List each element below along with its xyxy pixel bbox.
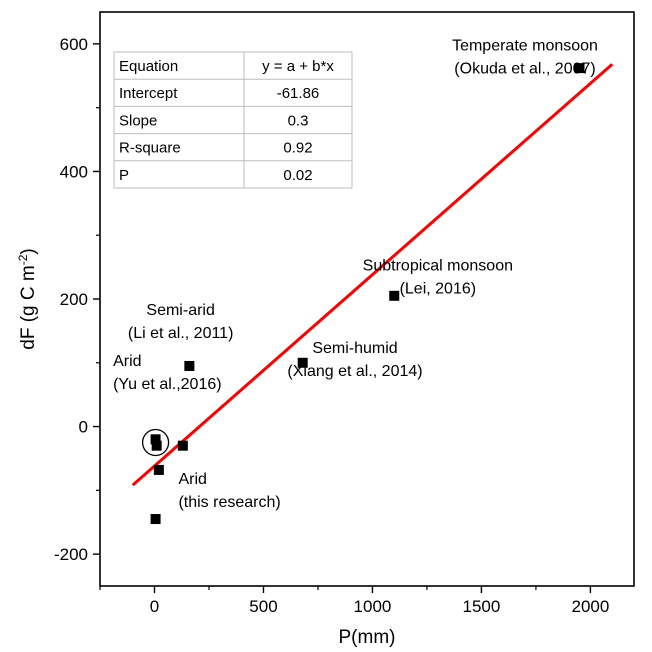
stats-table-key: P: [119, 167, 129, 184]
point-annotation: Arid (this research): [178, 471, 280, 511]
annotation-line: (this research): [178, 494, 280, 511]
data-point: [177, 440, 188, 451]
y-tick-label: 200: [60, 290, 88, 309]
point-annotation: Semi-humid (Xiang et al., 2014): [287, 340, 422, 380]
point-annotation: Subtropical monsoon (Lei, 2016): [363, 257, 513, 297]
annotation-line: (Xiang et al., 2014): [287, 363, 422, 380]
y-tick-label: 0: [79, 418, 88, 437]
stats-table-key: R-square: [119, 140, 181, 157]
data-point: [150, 514, 161, 525]
highlight-circle: [141, 428, 170, 457]
y-axis-title: dF (g C m-2): [16, 248, 39, 349]
stats-table-key: Slope: [119, 112, 157, 129]
y-tick-label: 600: [60, 35, 88, 54]
data-point: [151, 440, 162, 451]
x-tick-label: 1000: [354, 597, 392, 616]
annotation-line: Arid: [178, 471, 206, 488]
annotation-line: Temperate monsoon: [452, 37, 598, 54]
y-axis-title-main: dF (g C m: [18, 265, 39, 349]
regression-line: [131, 63, 614, 487]
data-point: [574, 63, 585, 74]
annotation-line: Semi-humid: [312, 340, 397, 357]
data-point: [297, 357, 308, 368]
annotation-line: Semi-arid: [146, 302, 214, 319]
stats-table-frame: [113, 51, 353, 189]
annotation-line: Arid: [113, 353, 141, 370]
y-axis-title-close: ): [18, 248, 39, 254]
data-point: [153, 464, 164, 475]
data-point: [184, 360, 195, 371]
x-tick-label: 0: [150, 597, 159, 616]
point-annotation: Arid (Yu et al.,2016): [113, 353, 222, 393]
stats-table-value: -61.86: [277, 85, 320, 102]
stats-table-key: Equation: [119, 58, 178, 75]
y-tick-label: -200: [54, 545, 88, 564]
x-tick-label: 1500: [463, 597, 501, 616]
stats-table-value: 0.3: [288, 112, 309, 129]
data-point: [150, 434, 161, 445]
stats-table-value: y = a + b*x: [262, 58, 334, 75]
annotation-line: Subtropical monsoon: [363, 257, 513, 274]
point-annotation: Temperate monsoon (Okuda et al., 2007): [452, 37, 598, 77]
stats-table-value: 0.02: [283, 167, 312, 184]
x-tick-label: 500: [249, 597, 277, 616]
stats-table-key: Intercept: [119, 85, 178, 102]
y-axis-title-superscript: -2: [16, 254, 30, 265]
annotation-line: (Li et al., 2011): [128, 325, 234, 342]
x-tick-label: 2000: [571, 597, 609, 616]
x-axis-title: P(mm): [339, 627, 396, 648]
data-point: [389, 290, 400, 301]
y-tick-label: 400: [60, 162, 88, 181]
annotation-line: (Lei, 2016): [400, 280, 477, 297]
annotation-line: (Okuda et al., 2007): [454, 60, 595, 77]
point-annotation: Semi-arid (Li et al., 2011): [128, 302, 234, 342]
annotation-line: (Yu et al.,2016): [113, 376, 222, 393]
stats-table-value: 0.92: [283, 140, 312, 157]
